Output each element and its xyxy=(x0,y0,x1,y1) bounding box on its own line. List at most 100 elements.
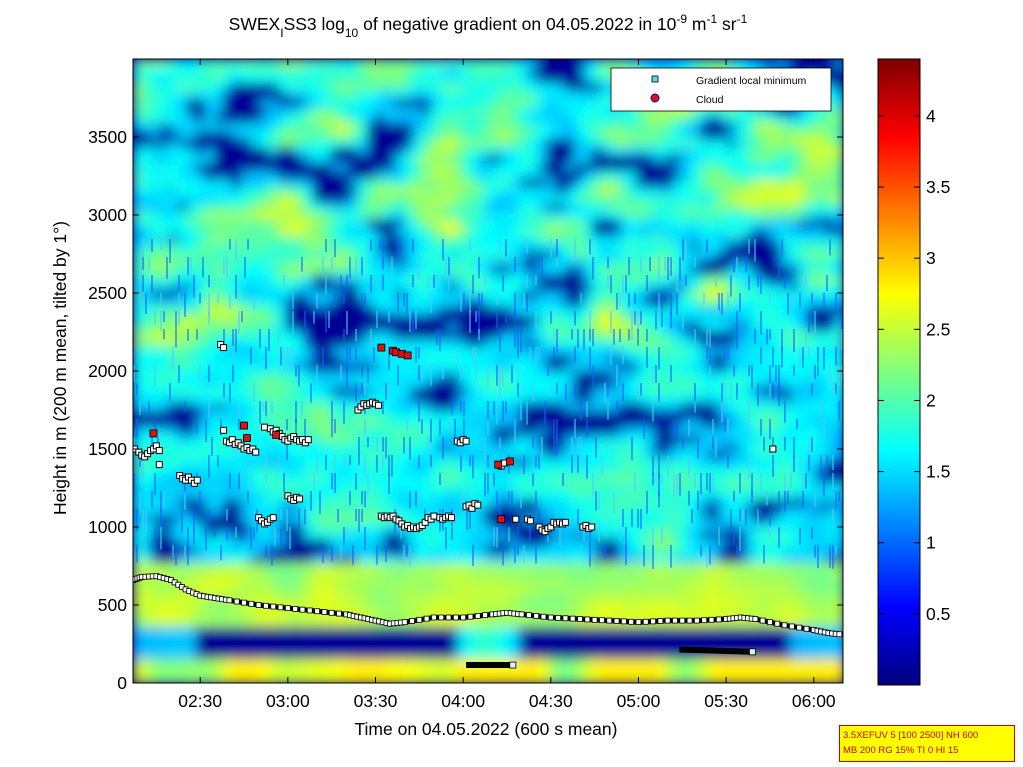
heatmap-cell xyxy=(709,499,719,508)
heatmap-cell xyxy=(376,555,386,564)
heatmap-cell xyxy=(565,355,575,364)
heatmap-cell xyxy=(259,427,269,436)
heatmap-cell xyxy=(745,147,755,156)
heatmap-cell xyxy=(655,115,665,124)
heatmap-cell xyxy=(655,179,665,188)
heatmap-cell xyxy=(250,427,260,436)
heatmap-cell xyxy=(502,179,512,188)
heatmap-cell xyxy=(682,147,692,156)
heatmap-cell xyxy=(358,459,368,468)
heatmap-cell xyxy=(745,291,755,300)
heatmap-cell xyxy=(367,187,377,196)
heatmap-cell xyxy=(835,219,843,228)
heatmap-cell xyxy=(331,435,341,444)
heatmap-cell xyxy=(421,395,431,404)
heatmap-cell xyxy=(313,243,323,252)
heatmap-cell xyxy=(718,491,728,500)
heatmap-cell xyxy=(196,419,206,428)
heatmap-cell xyxy=(700,163,710,172)
heatmap-cell xyxy=(286,267,296,276)
heatmap-cell xyxy=(412,123,422,132)
heatmap-cell xyxy=(682,515,692,524)
heatmap-cell xyxy=(232,507,242,516)
heatmap-cell xyxy=(835,147,843,156)
heatmap-cell xyxy=(637,499,647,508)
heatmap-cell xyxy=(808,147,818,156)
heatmap-cell xyxy=(475,371,485,380)
heatmap-cell xyxy=(781,531,791,540)
heatmap-cell xyxy=(538,395,548,404)
heatmap-cell xyxy=(538,411,548,420)
heatmap-cell xyxy=(313,211,323,220)
heatmap-cell xyxy=(655,555,665,564)
heatmap-cell xyxy=(610,187,620,196)
heatmap-cell xyxy=(277,475,287,484)
heatmap-cell xyxy=(637,171,647,180)
heatmap-cell xyxy=(214,147,224,156)
heatmap-cell xyxy=(268,195,278,204)
heatmap-cell xyxy=(502,59,512,68)
heatmap-cell xyxy=(781,339,791,348)
heatmap-cell xyxy=(475,139,485,148)
heatmap-cell xyxy=(241,395,251,404)
heatmap-cell xyxy=(637,179,647,188)
heatmap-cell xyxy=(214,259,224,268)
heatmap-cell xyxy=(448,379,458,388)
heatmap-cell xyxy=(628,163,638,172)
heatmap-cell xyxy=(205,547,215,556)
heatmap-cell xyxy=(592,515,602,524)
heatmap-cell xyxy=(169,563,179,572)
heatmap-cell xyxy=(367,123,377,132)
heatmap-cell xyxy=(808,187,818,196)
heatmap-cell xyxy=(727,235,737,244)
heatmap-cell xyxy=(412,339,422,348)
heatmap-cell xyxy=(592,251,602,260)
heatmap-cell xyxy=(493,131,503,140)
heatmap-cell xyxy=(592,139,602,148)
heatmap-cell xyxy=(583,131,593,140)
heatmap-cell xyxy=(187,155,197,164)
heatmap-cell xyxy=(376,59,386,68)
heatmap-cell xyxy=(214,187,224,196)
heatmap-cell xyxy=(691,507,701,516)
heatmap-cell xyxy=(601,419,611,428)
heatmap-cell xyxy=(799,299,809,308)
heatmap-cell xyxy=(565,395,575,404)
heatmap-cell xyxy=(655,147,665,156)
heatmap-cell xyxy=(718,483,728,492)
heatmap-cell xyxy=(340,379,350,388)
heatmap-cell xyxy=(718,115,728,124)
heatmap-cell xyxy=(655,531,665,540)
heatmap-cell xyxy=(475,115,485,124)
heatmap-cell xyxy=(646,547,656,556)
heatmap-cell xyxy=(547,339,557,348)
heatmap-cell xyxy=(457,107,467,116)
heatmap-cell xyxy=(277,211,287,220)
heatmap-cell xyxy=(385,547,395,556)
heatmap-cell xyxy=(556,211,566,220)
heatmap-cell xyxy=(727,299,737,308)
heatmap-cell xyxy=(331,515,341,524)
heatmap-cell xyxy=(241,107,251,116)
heatmap-cell xyxy=(484,235,494,244)
heatmap-cell xyxy=(457,59,467,68)
heatmap-cell xyxy=(547,147,557,156)
heatmap-cell xyxy=(241,531,251,540)
heatmap-cell xyxy=(727,123,737,132)
heatmap-cell xyxy=(178,387,188,396)
heatmap-cell xyxy=(736,155,746,164)
heatmap-cell xyxy=(313,75,323,84)
heatmap-cell xyxy=(529,171,539,180)
heatmap-cell xyxy=(151,187,161,196)
heatmap-cell xyxy=(520,67,530,76)
heatmap-cell xyxy=(772,395,782,404)
heatmap-cell xyxy=(268,563,278,572)
heatmap-cell xyxy=(304,539,314,548)
heatmap-cell xyxy=(799,387,809,396)
heatmap-cell xyxy=(709,371,719,380)
heatmap-cell xyxy=(277,491,287,500)
heatmap-cell xyxy=(646,315,656,324)
heatmap-cell xyxy=(466,115,476,124)
heatmap-cell xyxy=(646,339,656,348)
heatmap-cell xyxy=(781,115,791,124)
